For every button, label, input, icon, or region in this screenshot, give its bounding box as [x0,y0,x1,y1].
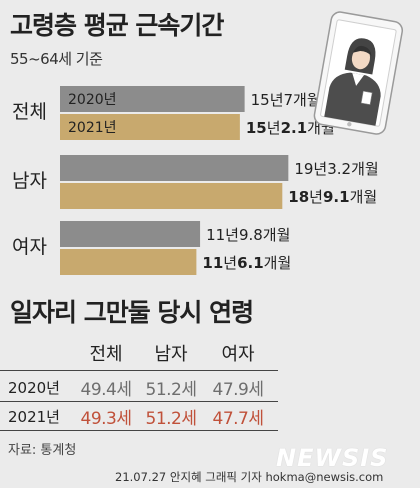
bar [60,114,240,140]
column-header-male: 남자 [154,344,188,365]
column-header-total: 전체 [89,344,123,365]
series-label: 2020년 [68,92,117,108]
cell-2021-male: 51.2세 [145,409,198,429]
newsis-logo: NEWSIS [276,444,389,472]
row-year-2020: 2020년 [8,379,60,397]
table-divider [0,430,278,431]
cell-2020-male: 51.2세 [145,380,198,400]
bar [60,183,283,209]
cell-2021-total: 49.3세 [80,409,133,429]
category-label: 남자 [12,170,47,192]
series-label: 2021년 [68,120,117,136]
data-label: 19년3.2개월 [294,160,378,178]
bar [60,249,197,275]
data-label: 15년7개월 [251,91,321,109]
data-label: 11년6.1개월 [202,254,291,272]
category-label: 전체 [12,101,47,123]
chart-subtitle: 55~64세 기준 [10,50,103,68]
table-divider [0,370,278,371]
row-year-2021: 2021년 [8,408,60,426]
bar [60,221,201,247]
source-note: 자료: 통계청 [8,443,77,458]
bar [60,86,245,112]
data-label: 18년9.1개월 [288,188,377,206]
cell-2020-female: 47.9세 [212,380,265,400]
column-header-female: 여자 [221,344,255,365]
cell-2021-female: 47.7세 [212,409,265,429]
table-divider [0,401,278,402]
credit-line: 21.07.27 안지혜 그래픽 기자 hokma@newsis.com [115,470,384,484]
chart-title: 고령층 평균 근속기간 [10,11,224,40]
cell-2020-total: 49.4세 [80,380,133,400]
tablet-woman-icon [313,11,404,135]
bar [60,155,289,181]
category-label: 여자 [12,236,47,258]
data-label: 11년9.8개월 [206,226,290,244]
table-title: 일자리 그만둘 당시 연령 [10,298,254,327]
